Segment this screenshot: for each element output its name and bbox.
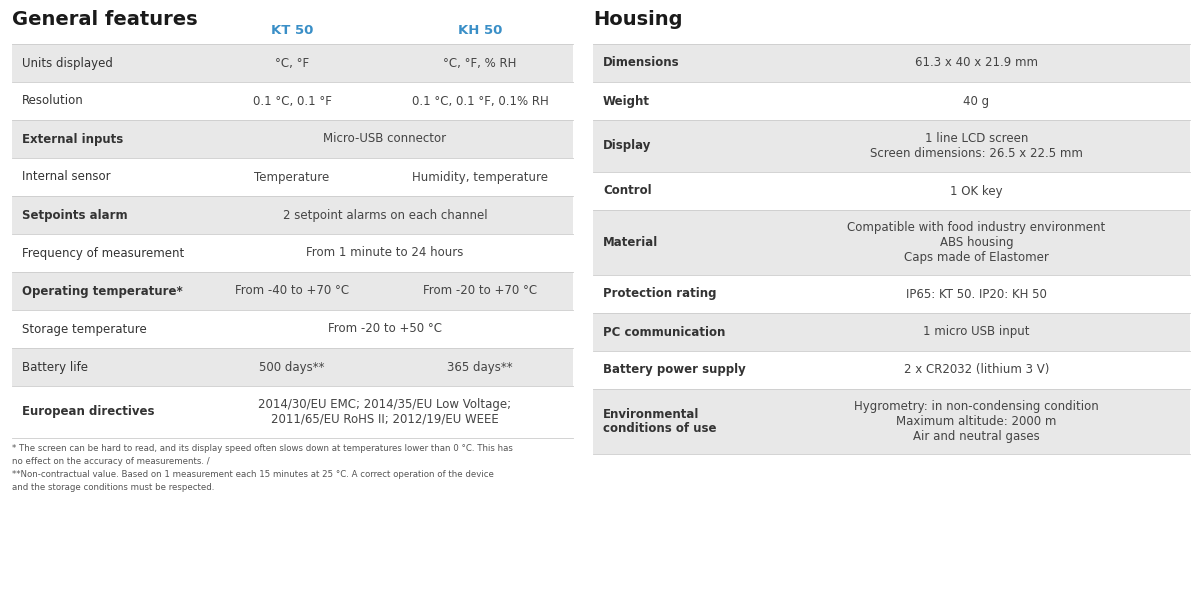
Text: From -40 to +70 °C: From -40 to +70 °C: [235, 285, 349, 297]
Text: °C, °F: °C, °F: [275, 56, 310, 69]
Text: 2 setpoint alarms on each channel: 2 setpoint alarms on each channel: [283, 208, 487, 222]
Bar: [593, 313, 1190, 351]
Bar: [12, 272, 574, 310]
Bar: [12, 158, 574, 196]
Text: Humidity, temperature: Humidity, temperature: [412, 171, 548, 183]
Bar: [593, 172, 1190, 210]
Text: Compatible with food industry environment
ABS housing
Caps made of Elastomer: Compatible with food industry environmen…: [847, 221, 1105, 264]
Text: Hygrometry: in non-condensing condition
Maximum altitude: 2000 m
Air and neutral: Hygrometry: in non-condensing condition …: [854, 400, 1099, 443]
Text: 0.1 °C, 0.1 °F, 0.1% RH: 0.1 °C, 0.1 °F, 0.1% RH: [412, 95, 548, 107]
Text: Dimensions: Dimensions: [604, 56, 679, 69]
Text: 2 x CR2032 (lithium 3 V): 2 x CR2032 (lithium 3 V): [904, 364, 1049, 376]
Text: Frequency of measurement: Frequency of measurement: [22, 246, 185, 260]
Text: Environmental
conditions of use: Environmental conditions of use: [604, 407, 716, 435]
Text: 1 line LCD screen
Screen dimensions: 26.5 x 22.5 mm: 1 line LCD screen Screen dimensions: 26.…: [870, 132, 1082, 160]
Bar: [12, 386, 574, 438]
Text: 365 days**: 365 days**: [448, 361, 512, 373]
Text: °C, °F, % RH: °C, °F, % RH: [443, 56, 517, 69]
Text: * The screen can be hard to read, and its display speed often slows down at temp: * The screen can be hard to read, and it…: [12, 444, 512, 453]
Text: Setpoints alarm: Setpoints alarm: [22, 208, 127, 222]
Text: Operating temperature*: Operating temperature*: [22, 285, 182, 297]
Text: 1 micro USB input: 1 micro USB input: [923, 325, 1030, 339]
Text: 61.3 x 40 x 21.9 mm: 61.3 x 40 x 21.9 mm: [916, 56, 1038, 69]
Text: From 1 minute to 24 hours: From 1 minute to 24 hours: [306, 246, 463, 260]
Text: 40 g: 40 g: [964, 95, 990, 107]
Text: Weight: Weight: [604, 95, 650, 107]
Text: **Non-contractual value. Based on 1 measurement each 15 minutes at 25 °C. A corr: **Non-contractual value. Based on 1 meas…: [12, 470, 494, 479]
Bar: [593, 351, 1190, 389]
Bar: [12, 234, 574, 272]
Text: Protection rating: Protection rating: [604, 288, 716, 300]
Text: Control: Control: [604, 185, 652, 197]
Text: Temperature: Temperature: [254, 171, 330, 183]
Text: Resolution: Resolution: [22, 95, 84, 107]
Bar: [593, 82, 1190, 120]
Text: 1 OK key: 1 OK key: [950, 185, 1003, 197]
Text: KH 50: KH 50: [458, 24, 502, 38]
Bar: [12, 348, 574, 386]
Text: Display: Display: [604, 140, 652, 152]
Text: From -20 to +50 °C: From -20 to +50 °C: [328, 322, 442, 336]
Text: From -20 to +70 °C: From -20 to +70 °C: [422, 285, 538, 297]
Text: PC communication: PC communication: [604, 325, 725, 339]
Text: 2014/30/EU EMC; 2014/35/EU Low Voltage;
2011/65/EU RoHS II; 2012/19/EU WEEE: 2014/30/EU EMC; 2014/35/EU Low Voltage; …: [258, 398, 511, 426]
Text: Micro-USB connector: Micro-USB connector: [324, 132, 446, 146]
Text: Units displayed: Units displayed: [22, 56, 113, 69]
Bar: [12, 82, 574, 120]
Bar: [12, 310, 574, 348]
Bar: [12, 120, 574, 158]
Text: Storage temperature: Storage temperature: [22, 322, 146, 336]
Bar: [12, 44, 574, 82]
Text: External inputs: External inputs: [22, 132, 124, 146]
Text: 0.1 °C, 0.1 °F: 0.1 °C, 0.1 °F: [252, 95, 331, 107]
Bar: [593, 389, 1190, 454]
Text: IP65: KT 50. IP20: KH 50: IP65: KT 50. IP20: KH 50: [906, 288, 1046, 300]
Text: and the storage conditions must be respected.: and the storage conditions must be respe…: [12, 483, 215, 492]
Text: no effect on the accuracy of measurements. /: no effect on the accuracy of measurement…: [12, 457, 210, 466]
Bar: [593, 210, 1190, 275]
Text: Housing: Housing: [593, 10, 683, 29]
Text: Material: Material: [604, 236, 659, 249]
Text: General features: General features: [12, 10, 198, 29]
Bar: [593, 275, 1190, 313]
Text: Internal sensor: Internal sensor: [22, 171, 110, 183]
Text: 500 days**: 500 days**: [259, 361, 325, 373]
Bar: [12, 196, 574, 234]
Bar: [593, 120, 1190, 172]
Text: KT 50: KT 50: [271, 24, 313, 38]
Text: Battery life: Battery life: [22, 361, 88, 373]
Bar: [593, 44, 1190, 82]
Text: Battery power supply: Battery power supply: [604, 364, 745, 376]
Text: European directives: European directives: [22, 405, 155, 418]
